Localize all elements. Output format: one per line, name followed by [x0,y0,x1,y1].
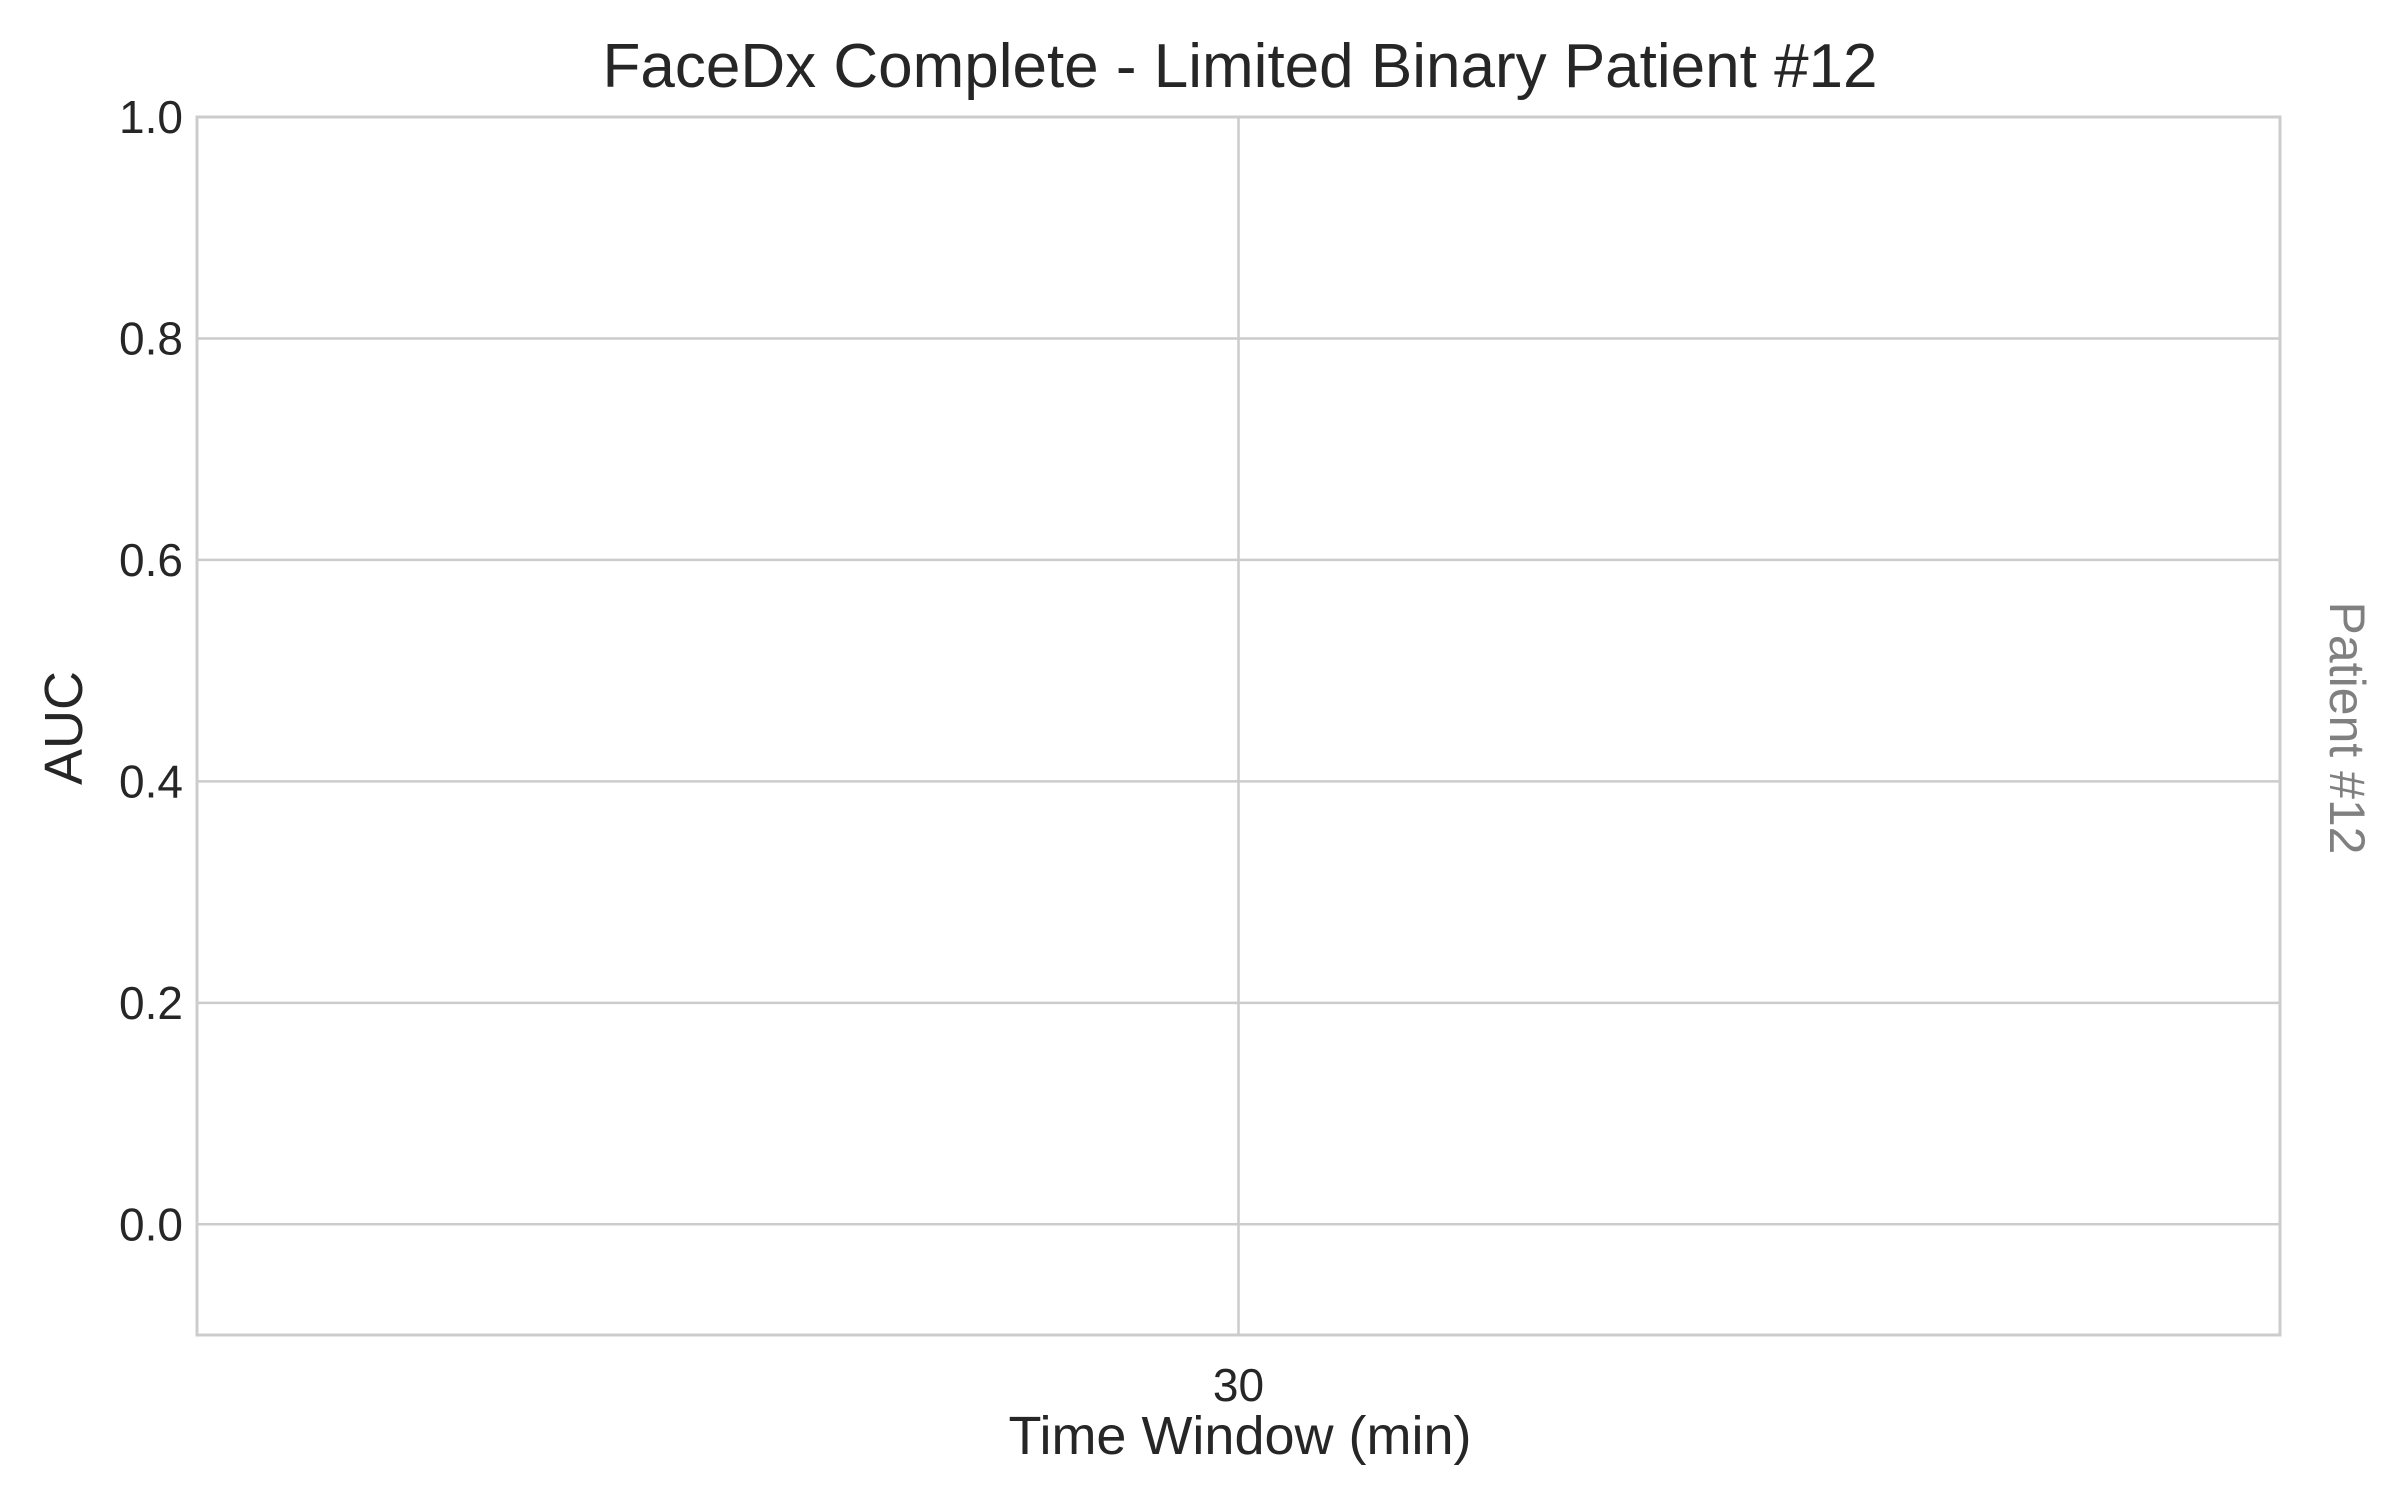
tick-labels: 0.0 0.2 0.4 0.6 0.8 1.0 30 [119,91,1264,1411]
x-axis-label: Time Window (min) [1008,1406,1471,1466]
y-tick-label: 0.2 [119,977,183,1029]
plot-area-frame [195,115,2282,1337]
y-tick-label: 0.4 [119,755,183,807]
y-tick-label: 0.8 [119,312,183,364]
x-tick-label: 30 [1213,1359,1264,1411]
patient-side-label: Patient #12 [2319,602,2375,855]
y-tick-label: 1.0 [119,91,183,143]
y-tick-label: 0.0 [119,1198,183,1250]
chart-title: FaceDx Complete - Limited Binary Patient… [602,32,1877,101]
grid-layer [197,115,2280,1335]
y-tick-label: 0.6 [119,534,183,586]
y-axis-label: AUC [34,671,94,785]
